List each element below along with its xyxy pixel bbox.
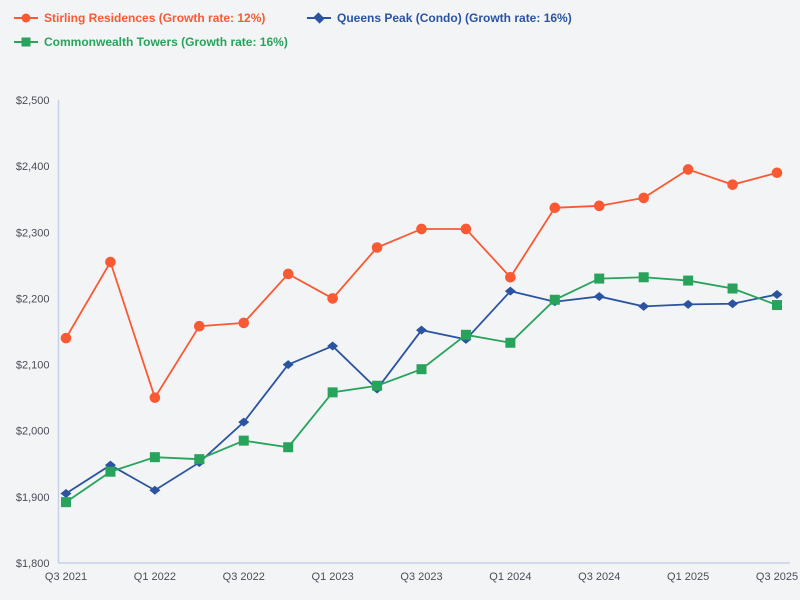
x-tick-label: Q3 2023 (400, 571, 442, 583)
data-point-marker[interactable] (416, 325, 427, 335)
data-point-marker[interactable] (594, 273, 605, 284)
data-point-marker[interactable] (238, 417, 250, 427)
square-icon (14, 36, 38, 48)
x-tick-label: Q3 2025 (756, 571, 798, 583)
y-tick-label: $1,900 (16, 492, 50, 504)
data-point-marker[interactable] (460, 329, 471, 340)
data-point-marker[interactable] (327, 341, 339, 351)
data-point-marker[interactable] (460, 223, 472, 235)
series-line-queens-peak (65, 290, 778, 495)
data-point-marker[interactable] (549, 202, 561, 214)
data-point-marker[interactable] (593, 200, 605, 212)
data-point-marker[interactable] (416, 364, 427, 375)
data-point-marker[interactable] (282, 360, 294, 370)
data-point-marker[interactable] (60, 332, 72, 344)
circle-icon (14, 12, 38, 24)
data-point-marker[interactable] (416, 223, 427, 235)
legend-item-stirling-residences[interactable]: Stirling Residences (Growth rate: 12%) (14, 8, 307, 28)
data-point-marker[interactable] (772, 300, 782, 311)
data-point-marker[interactable] (682, 164, 694, 175)
data-point-marker[interactable] (638, 301, 650, 311)
data-point-marker[interactable] (327, 293, 338, 304)
data-point-marker[interactable] (283, 442, 294, 453)
x-tick-label: Q1 2024 (489, 571, 531, 583)
series-line-commonwealth-towers (65, 276, 778, 503)
x-tick-label: Q3 2022 (223, 571, 265, 583)
data-point-marker[interactable] (593, 291, 605, 301)
diamond-icon (307, 12, 331, 24)
data-point-marker[interactable] (771, 167, 783, 179)
x-tick-label: Q1 2022 (134, 571, 176, 583)
legend-item-queens-peak[interactable]: Queens Peak (Condo) (Growth rate: 16%) (307, 8, 572, 28)
legend-label: Commonwealth Towers (Growth rate: 16%) (44, 35, 288, 49)
data-point-marker[interactable] (727, 299, 739, 309)
x-tick-label: Q1 2025 (667, 571, 709, 583)
data-point-marker[interactable] (505, 271, 516, 283)
data-point-marker[interactable] (371, 242, 383, 253)
data-point-marker[interactable] (238, 317, 250, 329)
data-point-marker[interactable] (327, 387, 338, 398)
data-point-marker[interactable] (372, 380, 383, 391)
y-tick-label: $2,400 (16, 161, 50, 173)
data-point-marker[interactable] (61, 497, 71, 508)
data-point-marker[interactable] (638, 272, 649, 283)
y-tick-label: $2,200 (16, 293, 50, 305)
data-point-marker[interactable] (504, 286, 516, 296)
data-point-marker[interactable] (149, 392, 161, 403)
data-point-marker[interactable] (105, 256, 116, 268)
series-line-stirling-residences (65, 168, 778, 400)
data-point-marker[interactable] (194, 454, 205, 465)
y-tick-label: $1,800 (16, 558, 50, 570)
data-point-marker[interactable] (771, 289, 783, 299)
x-tick-label: Q1 2023 (312, 571, 354, 583)
y-tick-label: $2,500 (16, 95, 50, 107)
data-point-marker[interactable] (549, 294, 560, 305)
data-point-marker[interactable] (60, 489, 72, 499)
legend-label: Queens Peak (Condo) (Growth rate: 16%) (337, 11, 572, 25)
data-point-marker[interactable] (282, 268, 294, 280)
data-point-marker[interactable] (105, 466, 116, 477)
chart-legend: Stirling Residences (Growth rate: 12%) Q… (14, 8, 572, 52)
legend-label: Stirling Residences (Growth rate: 12%) (44, 11, 266, 25)
data-point-marker[interactable] (727, 179, 738, 190)
y-tick-label: $2,300 (16, 227, 50, 239)
x-tick-label: Q3 2024 (578, 571, 620, 583)
data-point-marker[interactable] (194, 320, 205, 332)
y-tick-label: $2,000 (16, 426, 50, 438)
data-point-marker[interactable] (238, 435, 249, 446)
legend-item-commonwealth-towers[interactable]: Commonwealth Towers (Growth rate: 16%) (14, 32, 307, 52)
data-point-marker[interactable] (149, 452, 160, 463)
data-point-marker[interactable] (638, 192, 649, 204)
data-point-marker[interactable] (682, 299, 694, 309)
data-point-marker[interactable] (149, 485, 161, 495)
data-point-marker[interactable] (505, 337, 516, 348)
data-point-marker[interactable] (727, 283, 738, 294)
data-point-marker[interactable] (683, 275, 694, 286)
x-tick-label: Q3 2021 (45, 571, 87, 583)
y-tick-label: $2,100 (16, 360, 50, 372)
